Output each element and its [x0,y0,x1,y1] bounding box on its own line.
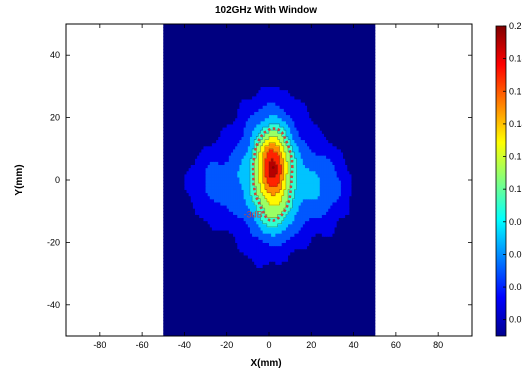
x-tick-label: 20 [306,340,316,350]
minus-3db-contour [251,127,294,222]
colorbar-tick-label: 0.16 [509,86,522,96]
colorbar-tick-label: 0.08 [509,217,522,227]
x-axis-ticks: -80 -60 -40 -20 0 20 40 60 80 [93,24,443,350]
x-tick-label: -80 [93,340,106,350]
colorbar-tick-label: 0.14 [509,119,522,129]
x-tick-label: 40 [349,340,359,350]
x-tick-label: 0 [266,340,271,350]
colorbar-tick-label: 0.02 [509,315,522,325]
x-tick-label: 80 [433,340,443,350]
y-axis-title: Y(mm) [14,164,25,195]
minus-3db-label: -3dB [244,209,263,219]
colorbar [495,25,507,337]
y-tick-label: 40 [50,50,60,60]
x-tick-label: -20 [220,340,233,350]
x-tick-label: -60 [136,340,149,350]
x-tick-label: 60 [391,340,401,350]
colorbar-ticks: 0.02 0.04 0.06 0.08 0.1 0.12 0.14 0.16 0.18 0.2 [503,21,522,325]
y-axis-ticks: -40 -20 0 20 40 [47,50,472,310]
y-tick-label: 20 [50,113,60,123]
colorbar-tick-label: 0.2 [509,21,522,31]
chart-title: 102GHz With Window [215,5,317,16]
x-axis-title: X(mm) [250,358,281,369]
peak-marker [271,166,275,169]
colorbar-tick-label: 0.18 [509,54,522,64]
y-tick-label: -20 [47,237,60,247]
colorbar-tick-label: 0.1 [509,184,522,194]
x-tick-label: -40 [178,340,191,350]
heatmap-field [163,24,376,336]
colorbar-tick-label: 0.12 [509,152,522,162]
colorbar-tick-label: 0.04 [509,282,522,292]
y-tick-label: -40 [47,300,60,310]
colorbar-tick-label: 0.06 [509,249,522,259]
y-tick-label: 0 [55,175,60,185]
